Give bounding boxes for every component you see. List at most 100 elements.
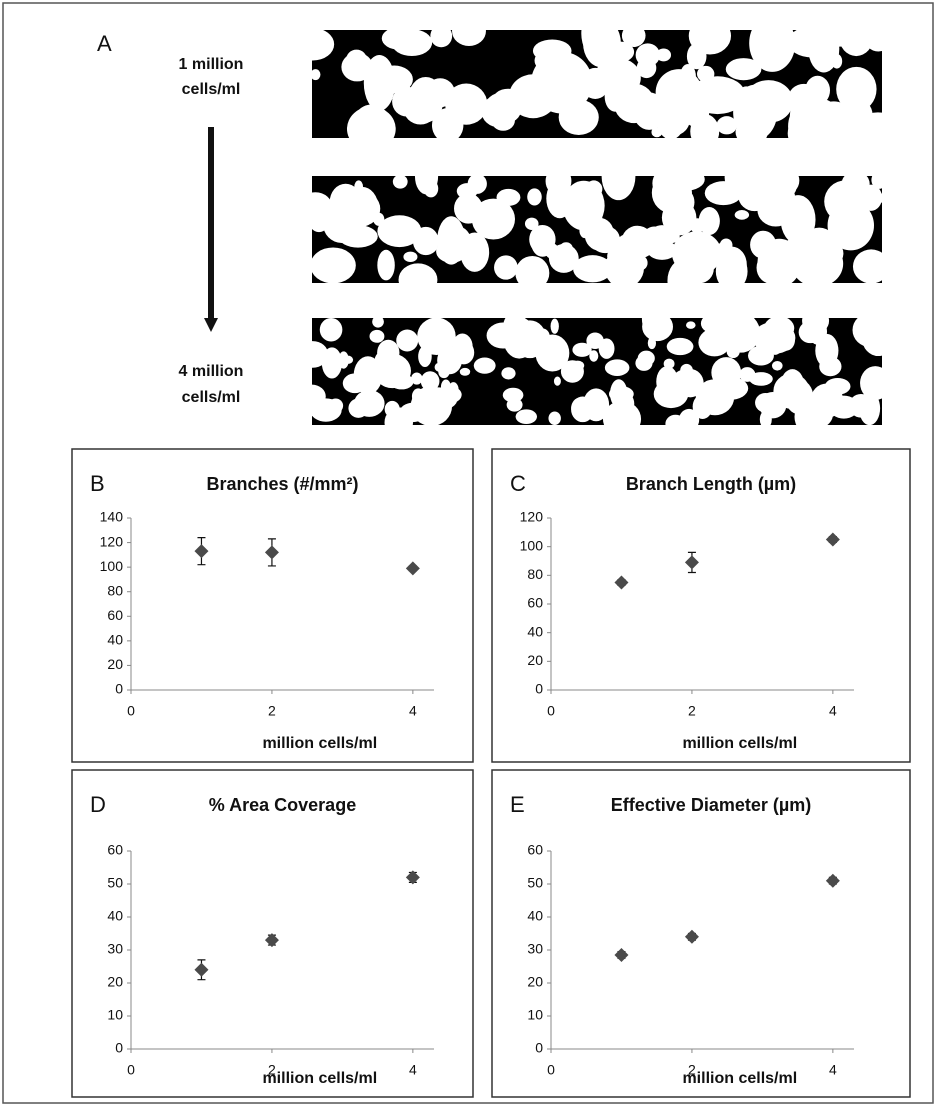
y-tick-label: 40 — [527, 908, 543, 924]
hole — [396, 330, 418, 352]
hole — [343, 373, 367, 393]
figure: A 1 million cells/ml 4 million cells/ml … — [0, 0, 937, 1107]
y-tick-label: 0 — [115, 681, 123, 697]
hole — [594, 58, 641, 98]
y-tick-label: 20 — [107, 974, 123, 990]
y-tick-label: 20 — [107, 656, 123, 672]
hole — [571, 361, 584, 371]
hole — [412, 388, 425, 404]
y-tick-label: 60 — [107, 607, 123, 623]
y-tick-label: 80 — [527, 566, 543, 582]
hole — [860, 185, 882, 211]
y-tick-label: 50 — [527, 875, 543, 891]
x-tick-label: 0 — [127, 1062, 135, 1078]
hole — [431, 415, 441, 423]
hole — [421, 235, 437, 254]
hole — [605, 359, 630, 376]
hole — [460, 368, 470, 376]
hole — [744, 80, 793, 123]
x-axis-label: million cells/ml — [262, 1070, 377, 1087]
network-image — [297, 305, 894, 437]
panel-label: E — [510, 792, 525, 817]
hole — [354, 180, 363, 193]
hole — [403, 91, 437, 125]
x-tick-label: 0 — [547, 1062, 555, 1078]
hole — [705, 181, 742, 205]
y-tick-label: 40 — [527, 623, 543, 639]
hole — [757, 251, 788, 284]
hole — [392, 29, 433, 56]
hole — [686, 321, 696, 328]
network — [291, 10, 903, 156]
hole — [791, 240, 843, 287]
hole — [667, 214, 681, 225]
x-tick-label: 4 — [409, 1062, 417, 1078]
y-tick-label: 120 — [100, 533, 124, 549]
y-tick-label: 30 — [107, 941, 123, 957]
hole — [310, 398, 342, 421]
hole — [546, 179, 573, 218]
hole — [513, 320, 546, 358]
hole — [525, 218, 539, 230]
chart-title: Branch Length (µm) — [626, 474, 796, 494]
hole — [829, 396, 859, 419]
hole — [672, 370, 695, 397]
hole — [377, 215, 421, 247]
hole — [609, 386, 634, 402]
density-label: 1 million — [179, 56, 244, 73]
hole — [560, 242, 573, 254]
hole — [787, 374, 802, 389]
panel-label: A — [97, 31, 112, 56]
density-label: cells/ml — [182, 81, 241, 98]
y-tick-label: 40 — [107, 908, 123, 924]
panel-label: D — [90, 792, 106, 817]
network-images — [291, 10, 903, 438]
y-tick-label: 30 — [527, 941, 543, 957]
hole — [664, 359, 675, 369]
hole — [457, 183, 478, 199]
hole — [808, 25, 839, 73]
hole — [370, 330, 385, 343]
hole — [320, 318, 343, 341]
hole — [859, 392, 880, 425]
y-tick-label: 60 — [527, 842, 543, 858]
x-tick-label: 0 — [547, 703, 555, 719]
y-tick-label: 40 — [107, 632, 123, 648]
hole — [698, 328, 730, 356]
hole — [676, 190, 695, 215]
hole — [667, 338, 694, 355]
hole — [726, 58, 762, 80]
hole — [672, 231, 722, 275]
hole — [348, 398, 368, 418]
y-tick-label: 140 — [100, 509, 124, 525]
hole — [772, 361, 783, 371]
hole — [717, 247, 747, 284]
x-tick-label: 2 — [688, 703, 696, 719]
density-label: cells/ml — [182, 389, 241, 406]
hole — [527, 188, 542, 205]
hole — [722, 367, 740, 379]
network — [297, 305, 894, 437]
hole — [748, 346, 774, 366]
hole — [759, 392, 786, 418]
y-tick-label: 80 — [107, 582, 123, 598]
y-tick-label: 60 — [107, 842, 123, 858]
hole — [825, 378, 851, 395]
hole — [739, 367, 755, 382]
hole — [559, 100, 599, 136]
chart-title: % Area Coverage — [209, 795, 356, 815]
hole — [507, 398, 523, 412]
figure-border — [3, 3, 933, 1103]
panel-label: C — [510, 471, 526, 496]
hole — [494, 255, 518, 279]
hole — [393, 175, 408, 189]
hole — [572, 343, 591, 357]
hole — [818, 398, 829, 413]
hole — [604, 248, 644, 288]
hole — [786, 181, 796, 194]
hole — [590, 226, 620, 253]
hole — [551, 319, 559, 334]
hole — [377, 340, 399, 366]
hole — [690, 76, 746, 114]
hole — [574, 84, 585, 96]
